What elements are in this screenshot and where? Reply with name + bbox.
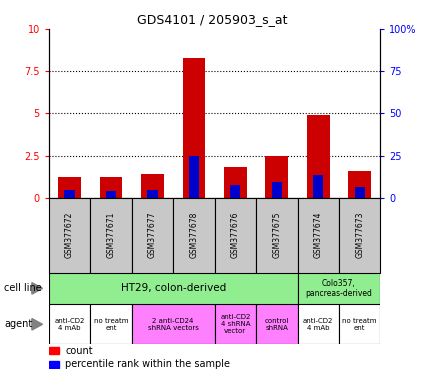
Bar	[256, 198, 298, 273]
Bar	[132, 304, 215, 344]
Bar	[298, 273, 380, 304]
Bar	[49, 198, 90, 273]
Bar	[106, 191, 116, 198]
Text: GSM377675: GSM377675	[272, 212, 281, 258]
Bar	[49, 304, 90, 344]
Text: GSM377678: GSM377678	[190, 212, 198, 258]
Text: GSM377674: GSM377674	[314, 212, 323, 258]
Text: GSM377671: GSM377671	[107, 212, 116, 258]
Text: anti-CD2
4 mAb: anti-CD2 4 mAb	[303, 318, 333, 331]
Text: anti-CD2
4 shRNA
vector: anti-CD2 4 shRNA vector	[220, 314, 250, 334]
Text: GSM377673: GSM377673	[355, 212, 364, 258]
Bar	[224, 167, 247, 198]
Bar	[298, 198, 339, 273]
Bar	[147, 190, 158, 198]
Text: no treatm
ent: no treatm ent	[94, 318, 128, 331]
Bar	[189, 156, 199, 198]
Bar	[298, 304, 339, 344]
Bar	[90, 304, 132, 344]
Bar	[173, 198, 215, 273]
Text: GSM377677: GSM377677	[148, 212, 157, 258]
Text: percentile rank within the sample: percentile rank within the sample	[65, 359, 230, 369]
Bar	[215, 304, 256, 344]
Text: GSM377672: GSM377672	[65, 212, 74, 258]
Bar	[339, 304, 380, 344]
Text: HT29, colon-derived: HT29, colon-derived	[121, 283, 226, 293]
Text: 2 anti-CD24
shRNA vectors: 2 anti-CD24 shRNA vectors	[148, 318, 198, 331]
Text: agent: agent	[4, 319, 32, 329]
Bar	[339, 198, 380, 273]
Bar	[272, 182, 282, 198]
Text: GDS4101 / 205903_s_at: GDS4101 / 205903_s_at	[137, 13, 288, 26]
Bar	[182, 58, 205, 198]
Bar	[65, 190, 75, 198]
Bar	[256, 304, 298, 344]
Bar	[49, 273, 298, 304]
Bar	[265, 156, 288, 198]
Text: cell line: cell line	[4, 283, 42, 293]
Bar	[230, 185, 241, 198]
Bar	[141, 174, 164, 198]
Text: GSM377676: GSM377676	[231, 212, 240, 258]
Text: count: count	[65, 346, 93, 356]
Bar	[348, 171, 371, 198]
Bar	[49, 361, 59, 368]
Bar	[354, 187, 365, 198]
Bar	[90, 198, 132, 273]
Bar	[215, 198, 256, 273]
Text: control
shRNA: control shRNA	[265, 318, 289, 331]
Text: Colo357,
pancreas-derived: Colo357, pancreas-derived	[306, 279, 372, 298]
Bar	[99, 177, 122, 198]
Bar	[307, 115, 330, 198]
Text: no treatm
ent: no treatm ent	[343, 318, 377, 331]
Bar	[58, 177, 81, 198]
Bar	[49, 347, 59, 354]
Bar	[132, 198, 173, 273]
Bar	[313, 175, 323, 198]
Text: anti-CD2
4 mAb: anti-CD2 4 mAb	[54, 318, 85, 331]
